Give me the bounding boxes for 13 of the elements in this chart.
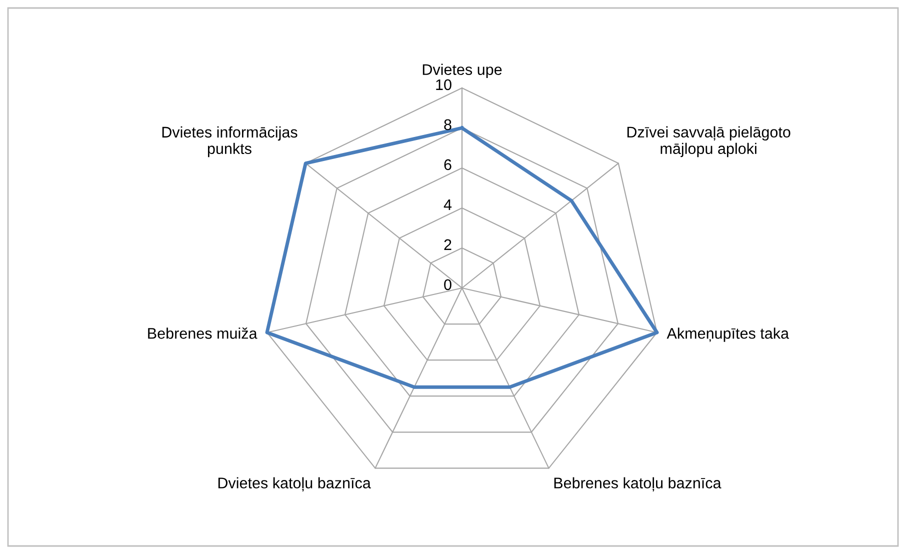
spoke-label: Bebrenes katoļu baznīca: [554, 477, 722, 492]
spoke-label: Bebrenes muiža: [148, 328, 258, 339]
y-tick-label: 4: [444, 199, 452, 210]
spoke-label: Dzīvei savvaļā pielāgoto mājlopu aploki: [627, 126, 790, 158]
y-tick-label: 8: [444, 119, 452, 130]
spoke-label: Dvietes upe: [422, 64, 502, 78]
spoke-label: Dvietes informācijas punkts: [162, 126, 298, 158]
y-tick-label: 0: [444, 279, 452, 290]
y-tick-label: 6: [444, 159, 452, 170]
spoke-label: Dvietes katoļu baznīca: [218, 477, 371, 492]
y-tick-label: 10: [436, 79, 452, 90]
y-tick-label: 2: [444, 239, 452, 250]
spoke-label: Akmeņupītes taka: [666, 328, 790, 342]
